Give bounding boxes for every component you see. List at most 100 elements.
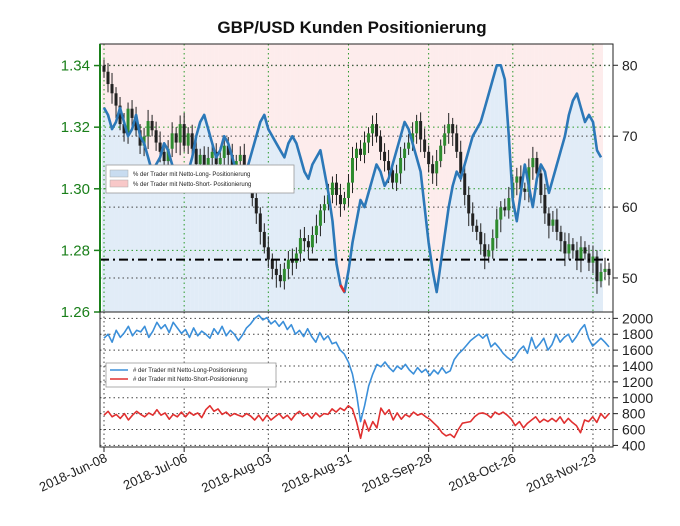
long-share-shading-bar xyxy=(582,121,587,313)
long-share-shading-bar xyxy=(242,178,247,312)
long-share-shading-bar xyxy=(254,136,259,312)
short-share-shading-bar xyxy=(318,44,323,151)
candle-body xyxy=(118,105,122,125)
candle-body xyxy=(439,145,443,162)
short-share-shading-bar xyxy=(226,44,231,144)
candle-body xyxy=(543,194,547,214)
short-share-shading-bar xyxy=(222,44,227,137)
candle-body xyxy=(571,244,575,251)
long-share-shading-bar xyxy=(486,93,491,312)
short-share-shading-bar xyxy=(498,44,503,66)
short-share-shading-bar xyxy=(206,44,211,130)
candle-body xyxy=(431,164,435,174)
candle-body xyxy=(455,133,459,152)
candle-body xyxy=(403,148,407,158)
right-tick-label: 50 xyxy=(622,270,638,286)
right-tick-label: 60 xyxy=(622,199,638,215)
top-legend-box xyxy=(105,164,295,194)
candle-body xyxy=(310,234,314,248)
candle-body xyxy=(270,259,274,269)
short-share-shading-bar xyxy=(230,44,235,158)
candle-body xyxy=(262,231,266,248)
short-share-shading-bar xyxy=(490,44,495,80)
candle-body xyxy=(194,148,198,165)
long-share-shading-bar xyxy=(274,143,279,312)
candle-body xyxy=(190,133,194,149)
candle-body xyxy=(599,271,603,282)
right-tick-label: 80 xyxy=(622,57,638,73)
candle-body xyxy=(134,117,138,131)
long-share-shading-bar xyxy=(126,136,131,312)
long-share-shading-bar xyxy=(594,150,599,312)
long-share-shading-bar xyxy=(354,221,359,312)
long-share-shading-bar xyxy=(114,121,119,313)
candle-body xyxy=(330,182,334,195)
candle-body xyxy=(471,213,475,226)
long-share-shading-bar xyxy=(334,263,339,312)
long-share-shading-bar xyxy=(250,150,255,312)
long-share-shading-bar xyxy=(186,171,191,312)
candle-body xyxy=(162,151,166,162)
candle-body xyxy=(110,84,114,94)
short-share-shading-bar xyxy=(342,44,347,293)
long-share-shading-bar xyxy=(130,129,135,312)
long-share-shading-bar xyxy=(326,192,331,312)
candle-body xyxy=(106,71,110,85)
long-share-shading-bar xyxy=(222,136,227,312)
candle-body xyxy=(210,151,214,158)
candle-body xyxy=(130,108,134,118)
short-share-shading-bar xyxy=(598,44,603,158)
short-share-shading-bar xyxy=(270,44,275,137)
candle-body xyxy=(419,121,423,140)
long-share-shading-bar xyxy=(342,292,347,312)
long-share-shading-bar xyxy=(578,107,583,312)
candle-body xyxy=(278,275,282,282)
long-share-shading-bar xyxy=(278,150,283,312)
short-share-shading-bar xyxy=(122,44,127,122)
long-share-shading-bar xyxy=(550,178,555,312)
long-share-shading-bar xyxy=(218,150,223,312)
short-share-shading-bar xyxy=(162,44,167,144)
long-share-shading-bar xyxy=(138,136,143,312)
long-share-shading-bar xyxy=(394,150,399,312)
short-share-shading-bar xyxy=(254,44,259,137)
short-share-shading-bar xyxy=(214,44,219,158)
short-share-shading-bar xyxy=(390,44,395,165)
short-share-shading-bar xyxy=(218,44,223,151)
candle-body xyxy=(114,93,118,106)
right-tick-label: 600 xyxy=(622,422,646,438)
candle-body xyxy=(535,157,539,174)
long-share-shading-bar xyxy=(442,235,447,312)
long-share-shading-bar xyxy=(154,164,159,312)
short-share-shading-bar xyxy=(482,44,487,108)
candle-body xyxy=(391,170,395,183)
long-share-shading-bar xyxy=(190,157,195,312)
short-share-shading-bar xyxy=(246,44,251,165)
short-share-shading-bar xyxy=(594,44,599,151)
candle-body xyxy=(587,253,591,263)
candle-body xyxy=(302,238,306,242)
candle-body xyxy=(350,157,354,183)
short-share-shading-bar xyxy=(530,44,535,208)
long-share-shading-bar xyxy=(102,107,106,312)
long-share-shading-bar xyxy=(402,121,407,313)
candle-body xyxy=(475,225,479,232)
long-share-shading-bar xyxy=(194,136,199,312)
right-tick-label: 400 xyxy=(622,437,646,453)
x-tick-label: 2018-Aug-03 xyxy=(199,450,273,495)
candle-body xyxy=(186,133,190,146)
short-share-shading-bar xyxy=(114,44,119,122)
candle-body xyxy=(523,188,527,192)
left-tick-label: 1.30 xyxy=(61,181,90,198)
short-share-shading-bar xyxy=(542,44,547,172)
long-share-shading-bar xyxy=(566,114,571,312)
candle-body xyxy=(146,121,150,137)
short-share-shading-bar xyxy=(314,44,319,158)
short-share-shading-bar xyxy=(486,44,491,94)
candle-body xyxy=(290,259,294,263)
candle-body xyxy=(222,145,226,158)
long-share-shading-bar xyxy=(482,107,487,312)
long-share-shading-bar xyxy=(586,114,591,312)
long-share-shading-bar xyxy=(134,114,139,312)
